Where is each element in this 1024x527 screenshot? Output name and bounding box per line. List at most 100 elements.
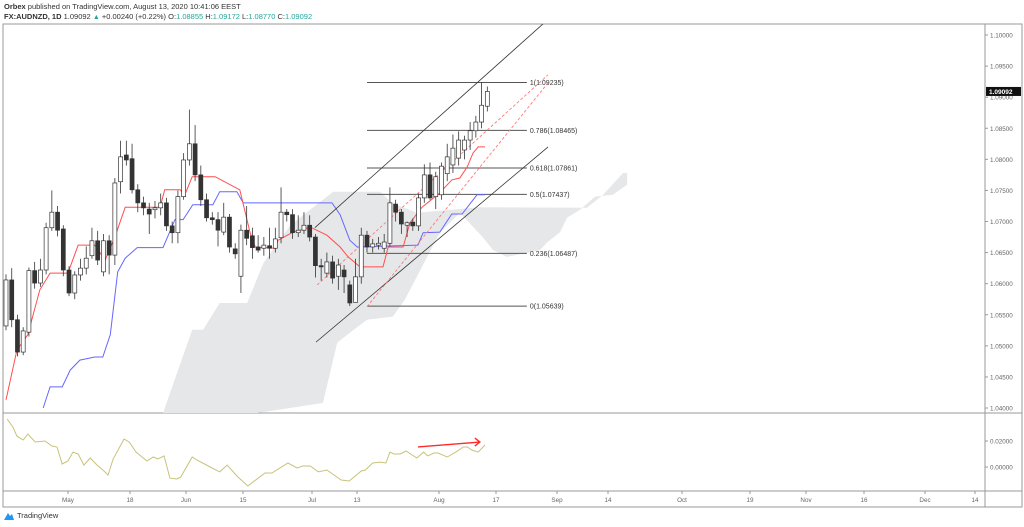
candle[interactable] — [20, 327, 26, 356]
candle[interactable] — [416, 193, 421, 231]
candle[interactable] — [318, 258, 324, 281]
main-pane[interactable]: 1(1.09235) 0.786(1.08465) 0.618(1.07861) 0.… — [3, 22, 628, 413]
candle[interactable] — [78, 258, 83, 281]
candle[interactable] — [187, 109, 192, 166]
candle[interactable] — [209, 212, 215, 225]
candle[interactable] — [427, 162, 433, 200]
candle[interactable] — [278, 187, 284, 244]
candle[interactable] — [370, 238, 376, 253]
channel-upper-line[interactable] — [314, 22, 545, 229]
candle[interactable] — [364, 230, 370, 253]
candle[interactable] — [255, 235, 261, 253]
candle-body — [353, 276, 358, 303]
candle[interactable] — [410, 218, 416, 231]
candle[interactable] — [169, 221, 175, 244]
candle[interactable] — [129, 143, 135, 194]
candle[interactable] — [123, 140, 129, 166]
high-label: H: — [205, 12, 213, 21]
candle[interactable] — [381, 233, 387, 253]
candle[interactable] — [290, 209, 295, 239]
candle[interactable] — [83, 246, 89, 275]
candle[interactable] — [267, 227, 272, 259]
footer-brand[interactable]: TradingView — [4, 511, 58, 520]
candle[interactable] — [399, 209, 404, 234]
candle[interactable] — [462, 135, 467, 160]
candle[interactable] — [393, 199, 398, 222]
candle-body — [175, 196, 181, 234]
candle[interactable] — [158, 193, 164, 216]
candle[interactable] — [38, 258, 43, 287]
candle[interactable] — [3, 274, 9, 331]
candle[interactable] — [353, 258, 358, 303]
candle[interactable] — [60, 225, 66, 277]
candle[interactable] — [307, 215, 313, 242]
candle[interactable] — [89, 227, 95, 259]
candle[interactable] — [456, 131, 462, 166]
candle[interactable] — [49, 190, 55, 231]
trend-arrow-line[interactable] — [417, 441, 480, 448]
candle[interactable] — [335, 258, 341, 290]
candle[interactable] — [324, 252, 330, 278]
candle[interactable] — [301, 212, 307, 234]
candle[interactable] — [284, 209, 290, 222]
candle[interactable] — [479, 82, 484, 129]
candle[interactable] — [484, 86, 490, 112]
candle[interactable] — [313, 233, 318, 278]
candle[interactable] — [387, 187, 393, 247]
candle[interactable] — [330, 255, 335, 284]
candle[interactable] — [244, 205, 250, 246]
candle[interactable] — [433, 171, 439, 210]
candle[interactable] — [135, 184, 141, 213]
candle-body — [456, 139, 462, 159]
candle[interactable] — [376, 237, 381, 250]
candle-body — [164, 202, 169, 227]
candle[interactable] — [444, 143, 450, 182]
candle[interactable] — [95, 230, 101, 266]
candle[interactable] — [72, 271, 78, 300]
candle[interactable] — [55, 205, 60, 237]
dashed-trend-line[interactable] — [316, 74, 549, 286]
candle[interactable] — [181, 153, 186, 200]
candle[interactable] — [421, 164, 427, 203]
candle[interactable] — [204, 193, 209, 222]
candle[interactable] — [141, 196, 146, 216]
candle[interactable] — [118, 140, 123, 194]
candle[interactable] — [9, 268, 15, 328]
candle[interactable] — [238, 224, 244, 294]
candle[interactable] — [175, 190, 181, 244]
candle[interactable] — [404, 221, 410, 238]
candle[interactable] — [106, 235, 112, 275]
candle[interactable] — [164, 197, 169, 231]
candle[interactable] — [112, 177, 118, 266]
candle[interactable] — [261, 237, 267, 256]
candle[interactable] — [198, 165, 204, 206]
candle[interactable] — [473, 115, 479, 138]
candle[interactable] — [227, 214, 232, 253]
candle[interactable] — [15, 314, 20, 357]
candle[interactable] — [467, 122, 473, 151]
candle[interactable] — [221, 202, 227, 236]
dashed-trend-line[interactable] — [366, 82, 549, 307]
candle[interactable] — [272, 227, 278, 253]
candle[interactable] — [101, 233, 106, 277]
candle[interactable] — [43, 222, 49, 275]
candle[interactable] — [450, 134, 456, 174]
candle[interactable] — [295, 215, 301, 238]
candle[interactable] — [232, 243, 238, 259]
candle[interactable] — [192, 125, 198, 182]
candle[interactable] — [152, 200, 158, 219]
candle[interactable] — [26, 267, 32, 337]
candle[interactable] — [66, 266, 72, 297]
candle[interactable] — [341, 265, 347, 294]
candle[interactable] — [439, 162, 444, 200]
candle[interactable] — [215, 212, 221, 247]
candle[interactable] — [347, 280, 353, 307]
candle[interactable] — [32, 261, 38, 289]
channel-lower-line[interactable] — [315, 146, 549, 343]
candle[interactable] — [250, 227, 255, 259]
low-value: 1.08770 — [248, 12, 276, 21]
candle[interactable] — [146, 202, 152, 234]
oscillator-pane[interactable] — [6, 418, 486, 487]
candle[interactable] — [358, 227, 364, 284]
